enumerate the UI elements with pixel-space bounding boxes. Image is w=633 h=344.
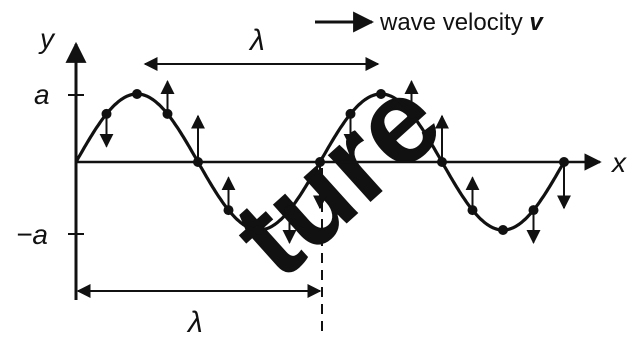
- particle-dot: [345, 108, 356, 119]
- particle-dot: [254, 225, 264, 235]
- particle-dot: [193, 157, 203, 167]
- particle-dot: [223, 205, 234, 216]
- particle-dot: [376, 89, 386, 99]
- amplitude-label-neg: −a: [16, 219, 48, 250]
- particle-dot: [101, 108, 112, 119]
- wavelength-label-top: λ: [248, 24, 265, 57]
- velocity-label: wave velocity v: [379, 9, 544, 36]
- particle-dot: [467, 205, 478, 216]
- y-axis-label: y: [38, 23, 56, 54]
- particle-dot: [132, 89, 142, 99]
- particle-dot: [406, 108, 417, 119]
- particle-dot: [437, 157, 447, 167]
- particle-dot: [284, 205, 295, 216]
- amplitude-label-pos: a: [34, 79, 50, 110]
- particle-dot: [559, 157, 569, 167]
- particle-dot: [315, 157, 325, 167]
- velocity-text: wave velocity: [379, 9, 529, 36]
- particle-dot: [498, 225, 508, 235]
- x-axis-label: x: [610, 147, 627, 178]
- wavelength-label-bottom: λ: [186, 306, 203, 339]
- particle-group: [99, 80, 571, 245]
- particle-dot: [528, 205, 539, 216]
- watermark: ture: [208, 51, 466, 302]
- particle-dot: [162, 108, 173, 119]
- velocity-symbol: v: [529, 9, 544, 36]
